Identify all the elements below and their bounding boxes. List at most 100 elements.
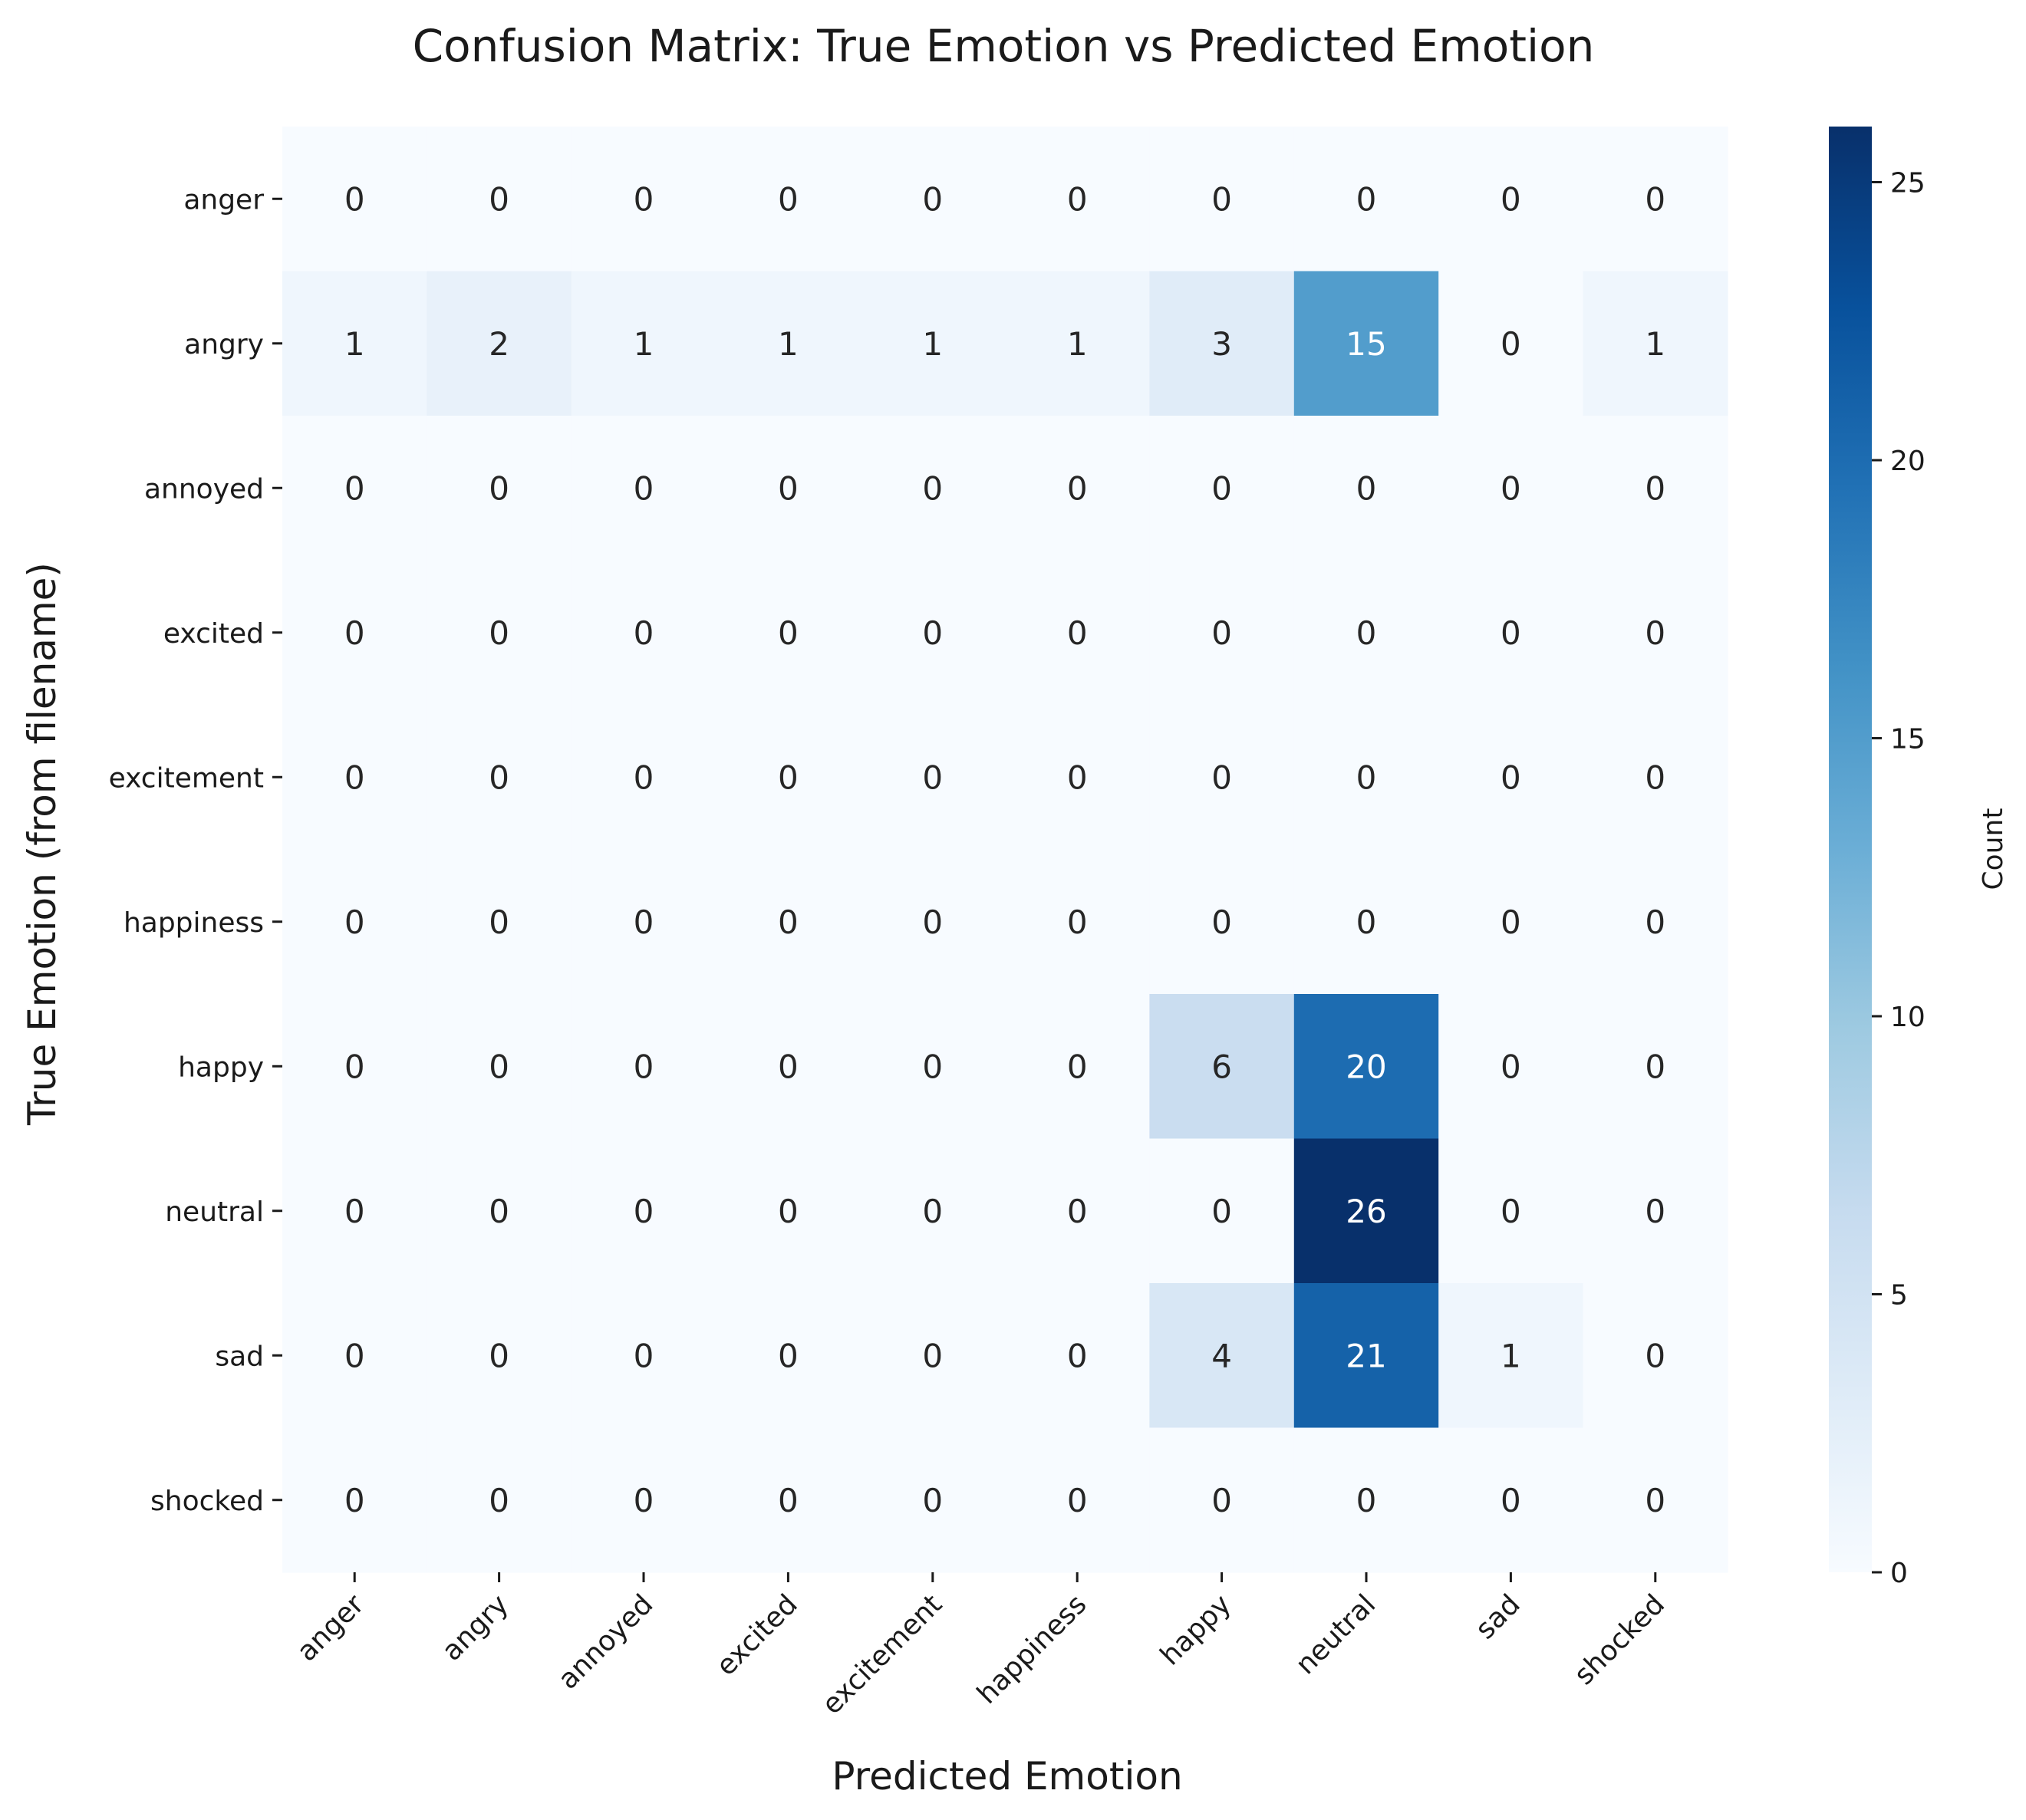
cell-value-label: 0 xyxy=(634,1048,654,1085)
cell-value-label: 0 xyxy=(778,1482,799,1519)
cell-value-label: 0 xyxy=(1645,1193,1665,1230)
cell-value-label: 0 xyxy=(1501,903,1521,941)
colorbar-tick-label: 0 xyxy=(1890,1558,1908,1589)
heatmap-cell xyxy=(1005,1283,1150,1429)
heatmap-cell xyxy=(1293,705,1439,851)
heatmap-cell xyxy=(860,560,1006,706)
heatmap-cell xyxy=(1583,560,1728,706)
x-tick-label: annoyed xyxy=(552,1588,659,1695)
heatmap-cell xyxy=(282,1427,427,1573)
cell-value-label: 0 xyxy=(344,903,365,941)
y-tick-label: happy xyxy=(178,1052,264,1083)
x-tick-label: neutral xyxy=(1290,1588,1382,1680)
chart-title: Confusion Matrix: True Emotion vs Predic… xyxy=(413,20,1595,72)
heatmap-cell xyxy=(571,127,717,272)
heatmap-cell xyxy=(571,1427,717,1573)
heatmap-cell xyxy=(1149,1283,1295,1429)
heatmap-cell xyxy=(427,127,572,272)
heatmap-cell xyxy=(1005,416,1150,561)
colorbar-label: Count xyxy=(1978,808,2009,890)
heatmap-cell xyxy=(1149,849,1295,995)
heatmap-cell xyxy=(860,1283,1006,1429)
x-tick-label: excited xyxy=(710,1588,804,1682)
heatmap-cell xyxy=(1005,1427,1150,1573)
heatmap-cell xyxy=(1149,705,1295,851)
colorbar: 0 5 10 15 20 25 Count xyxy=(1829,127,2009,1589)
cell-value-label: 0 xyxy=(1645,469,1665,507)
heatmap-cell xyxy=(716,994,861,1140)
heatmap-cell xyxy=(571,849,717,995)
cell-value-label: 1 xyxy=(1501,1337,1521,1374)
heatmap-cell xyxy=(282,849,427,995)
heatmap-cell xyxy=(860,127,1006,272)
heatmap-cell xyxy=(1149,127,1295,272)
heatmap-cell xyxy=(1293,560,1439,706)
cell-value-label: 15 xyxy=(1346,325,1386,363)
x-tick-label: excitement xyxy=(816,1588,948,1720)
cell-value-label: 0 xyxy=(1211,1193,1232,1230)
cell-value-label: 0 xyxy=(1501,1193,1521,1230)
heatmap-cell xyxy=(716,1283,861,1429)
cell-value-label: 20 xyxy=(1346,1048,1386,1085)
heatmap-cell xyxy=(1438,705,1584,851)
cell-value-label: 0 xyxy=(1356,903,1377,941)
heatmap-cell xyxy=(1583,849,1728,995)
colorbar-tick-label: 10 xyxy=(1890,1002,1926,1033)
heatmap-cell xyxy=(571,560,717,706)
colorbar-tick-label: 15 xyxy=(1890,724,1926,755)
cell-value-label: 0 xyxy=(922,180,943,218)
heatmap-cell xyxy=(427,271,572,416)
heatmap-cell xyxy=(1005,994,1150,1140)
heatmap-cell xyxy=(1583,705,1728,851)
cell-value-label: 1 xyxy=(1067,325,1088,363)
heatmap-cell xyxy=(282,127,427,272)
cell-value-label: 0 xyxy=(344,1337,365,1374)
colorbar-gradient xyxy=(1829,127,1872,1572)
cell-value-label: 0 xyxy=(922,1048,943,1085)
cell-value-label: 0 xyxy=(922,759,943,796)
cell-value-label: 0 xyxy=(489,1193,509,1230)
heatmap-cell xyxy=(1583,1427,1728,1573)
cell-value-label: 0 xyxy=(1645,1482,1665,1519)
cell-value-label: 0 xyxy=(489,614,509,652)
heatmap-cell xyxy=(716,1427,861,1573)
cell-value-label: 0 xyxy=(489,759,509,796)
y-tick-label: neutral xyxy=(165,1196,264,1228)
cell-value-label: 26 xyxy=(1346,1193,1386,1230)
cell-value-label: 0 xyxy=(922,903,943,941)
cell-value-label: 0 xyxy=(1501,1482,1521,1519)
heatmap-cell xyxy=(1293,1427,1439,1573)
heatmap-cell xyxy=(571,416,717,561)
cell-value-label: 0 xyxy=(1645,1337,1665,1374)
cell-value-label: 1 xyxy=(634,325,654,363)
cell-value-label: 0 xyxy=(1211,614,1232,652)
cell-value-label: 0 xyxy=(634,1193,654,1230)
cell-value-label: 0 xyxy=(634,614,654,652)
cell-value-label: 0 xyxy=(344,180,365,218)
cell-value-label: 4 xyxy=(1211,1337,1232,1374)
cell-value-label: 0 xyxy=(778,759,799,796)
cell-value-label: 0 xyxy=(634,1337,654,1374)
y-axis-label: True Emotion (from filename) xyxy=(20,562,64,1126)
y-tick-label: angry xyxy=(184,329,264,360)
heatmap-cell xyxy=(282,705,427,851)
heatmap-cell xyxy=(1583,994,1728,1140)
cell-value-label: 1 xyxy=(344,325,365,363)
y-tick-label: excited xyxy=(163,618,264,650)
x-tick-label: sad xyxy=(1470,1588,1527,1645)
y-tick-label: shocked xyxy=(150,1486,264,1517)
heatmap-cell xyxy=(1583,271,1728,416)
cell-value-label: 0 xyxy=(344,614,365,652)
heatmap-cell xyxy=(1293,1138,1439,1284)
cell-value-label: 0 xyxy=(634,759,654,796)
cell-value-label: 0 xyxy=(778,469,799,507)
x-tick-label: happiness xyxy=(971,1588,1092,1710)
heatmap-cell xyxy=(427,416,572,561)
cell-value-label: 1 xyxy=(778,325,799,363)
y-tick-label: annoyed xyxy=(144,473,264,505)
cell-value-label: 1 xyxy=(1645,325,1665,363)
heatmap-cell xyxy=(716,127,861,272)
heatmap-cell xyxy=(1149,416,1295,561)
cell-value-label: 0 xyxy=(922,1337,943,1374)
